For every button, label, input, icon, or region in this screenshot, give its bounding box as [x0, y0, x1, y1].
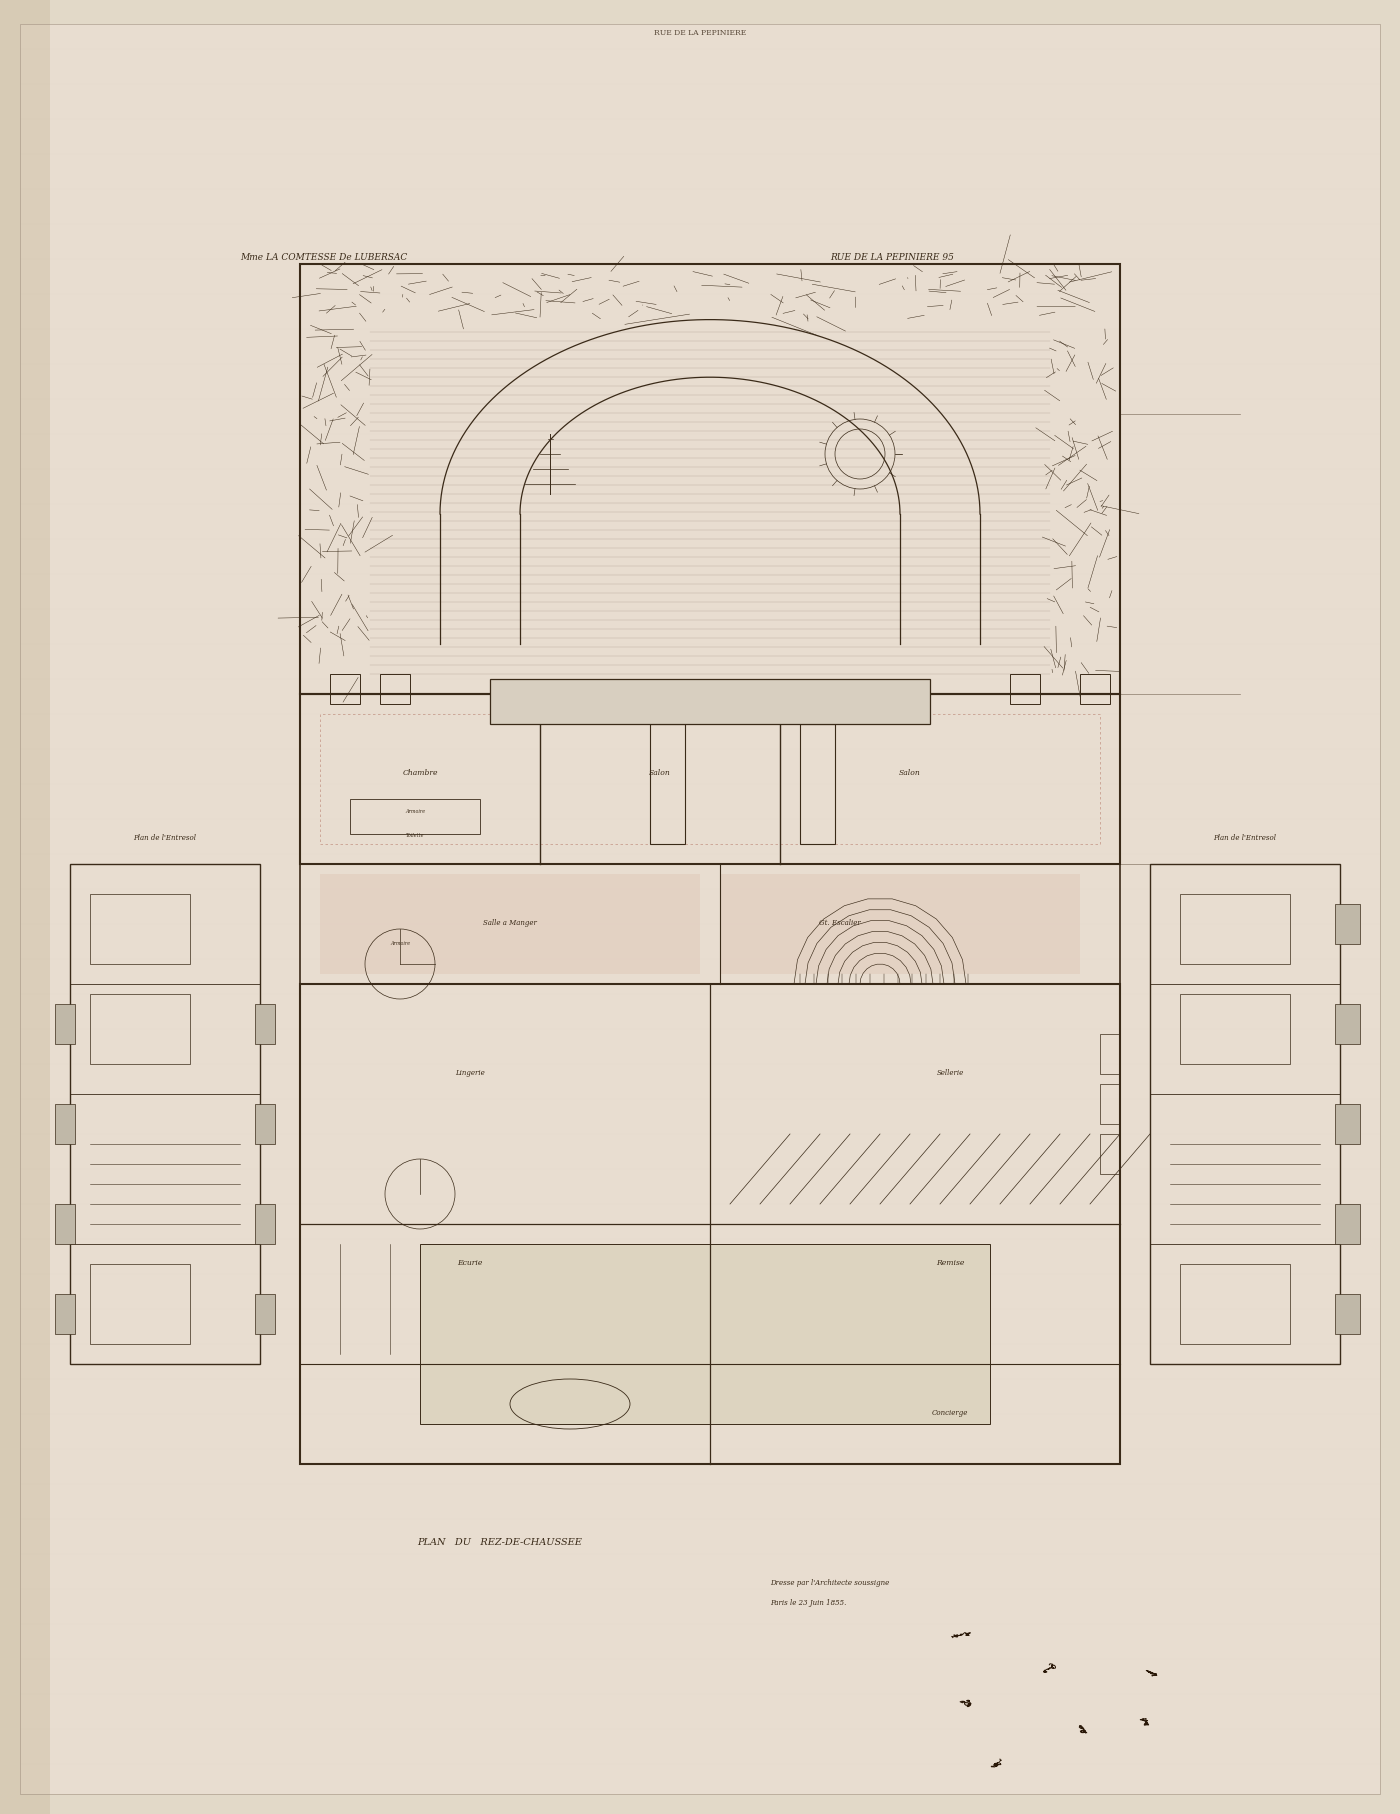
- Bar: [1180, 1264, 1289, 1344]
- Bar: [255, 1105, 274, 1145]
- Text: Plan de l'Entresol: Plan de l'Entresol: [1214, 834, 1277, 842]
- Bar: [1336, 1105, 1359, 1145]
- Bar: [300, 985, 1120, 1464]
- Bar: [90, 894, 190, 965]
- Bar: [650, 724, 685, 845]
- Text: Mme LA COMTESSE De LUBERSAC: Mme LA COMTESSE De LUBERSAC: [239, 252, 407, 261]
- Text: RUE DE LA PEPINIERE: RUE DE LA PEPINIERE: [654, 29, 746, 36]
- Bar: [255, 1005, 274, 1045]
- Bar: [799, 724, 834, 845]
- Text: Armoire: Armoire: [391, 940, 410, 945]
- Text: Salon: Salon: [650, 769, 671, 776]
- Text: Remise: Remise: [935, 1259, 965, 1266]
- Bar: [70, 865, 260, 1364]
- Bar: [55, 1105, 76, 1145]
- Bar: [55, 1005, 76, 1045]
- Bar: [1336, 1293, 1359, 1335]
- Bar: [300, 865, 1120, 985]
- Text: Salle a Manger: Salle a Manger: [483, 918, 538, 927]
- Bar: [1100, 1034, 1120, 1074]
- Bar: [255, 1204, 274, 1244]
- Text: Ecurie: Ecurie: [458, 1259, 483, 1266]
- Text: Armoire: Armoire: [405, 809, 426, 813]
- Bar: [321, 715, 1100, 845]
- Bar: [379, 675, 410, 704]
- Text: Chambre: Chambre: [402, 769, 438, 776]
- Text: Plan de l'Entresol: Plan de l'Entresol: [133, 834, 196, 842]
- Bar: [1180, 994, 1289, 1065]
- Bar: [1149, 865, 1340, 1364]
- Text: Concierge: Concierge: [932, 1408, 969, 1417]
- Text: RUE DE LA PEPINIERE 95: RUE DE LA PEPINIERE 95: [830, 252, 953, 261]
- Bar: [300, 265, 1120, 695]
- Text: Paris le 23 Juin 1855.: Paris le 23 Juin 1855.: [770, 1598, 847, 1605]
- Bar: [490, 680, 930, 724]
- Bar: [330, 675, 360, 704]
- Bar: [350, 800, 480, 834]
- Bar: [90, 994, 190, 1065]
- Bar: [1009, 675, 1040, 704]
- Bar: [321, 874, 700, 974]
- Bar: [1100, 1134, 1120, 1174]
- Bar: [55, 1293, 76, 1335]
- Bar: [1336, 1005, 1359, 1045]
- Bar: [90, 1264, 190, 1344]
- Bar: [1336, 905, 1359, 945]
- Text: Salon: Salon: [899, 769, 921, 776]
- Bar: [55, 1204, 76, 1244]
- Bar: [0, 0, 50, 1814]
- Text: Gt. Escalier: Gt. Escalier: [819, 918, 861, 927]
- Text: Lingerie: Lingerie: [455, 1068, 484, 1076]
- Text: Sellerie: Sellerie: [937, 1068, 963, 1076]
- Text: Dresse par l'Architecte soussigne: Dresse par l'Architecte soussigne: [770, 1578, 889, 1585]
- Bar: [1100, 1085, 1120, 1125]
- Text: Toilette: Toilette: [406, 833, 424, 838]
- Bar: [720, 874, 1079, 974]
- Bar: [300, 695, 1120, 865]
- Bar: [420, 1244, 990, 1424]
- Text: PLAN   DU   REZ-DE-CHAUSSEE: PLAN DU REZ-DE-CHAUSSEE: [417, 1536, 582, 1546]
- Bar: [1079, 675, 1110, 704]
- Bar: [1336, 1204, 1359, 1244]
- Bar: [255, 1293, 274, 1335]
- Bar: [1180, 894, 1289, 965]
